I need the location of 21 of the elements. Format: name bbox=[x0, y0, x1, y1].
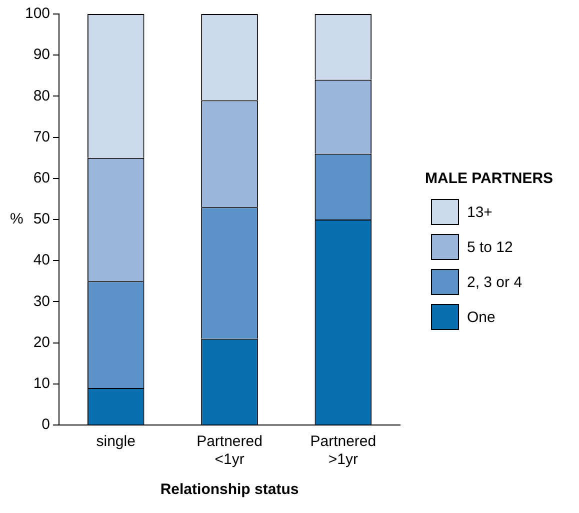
y-tick-label: 70 bbox=[33, 128, 50, 146]
y-axis-title: % bbox=[10, 210, 24, 228]
y-tick-label: 100 bbox=[24, 5, 50, 22]
legend-label: 5 to 12 bbox=[467, 238, 513, 256]
x-tick-label: Partnered >1yr bbox=[310, 433, 376, 468]
legend-label: 2, 3 or 4 bbox=[467, 274, 522, 290]
y-tick-label: 60 bbox=[33, 170, 50, 187]
y-tick-label: 0 bbox=[42, 416, 50, 434]
y-tick-label: 90 bbox=[33, 46, 50, 64]
y-tick-label: 20 bbox=[33, 334, 50, 351]
x-axis-title: Relationship status bbox=[160, 481, 299, 498]
y-tick-label: 30 bbox=[33, 292, 50, 310]
y-tick-label: 40 bbox=[33, 252, 50, 269]
y-tick-label: 10 bbox=[33, 375, 50, 392]
y-tick-label: 80 bbox=[33, 87, 50, 104]
x-tick-label: Partnered <1yr bbox=[196, 433, 262, 468]
legend-label: 13+ bbox=[467, 204, 492, 220]
y-tick-label: 50 bbox=[33, 210, 50, 228]
legend-label: One bbox=[467, 308, 496, 326]
x-tick-label: single bbox=[96, 433, 136, 450]
legend-title: MALE PARTNERS bbox=[425, 170, 554, 187]
